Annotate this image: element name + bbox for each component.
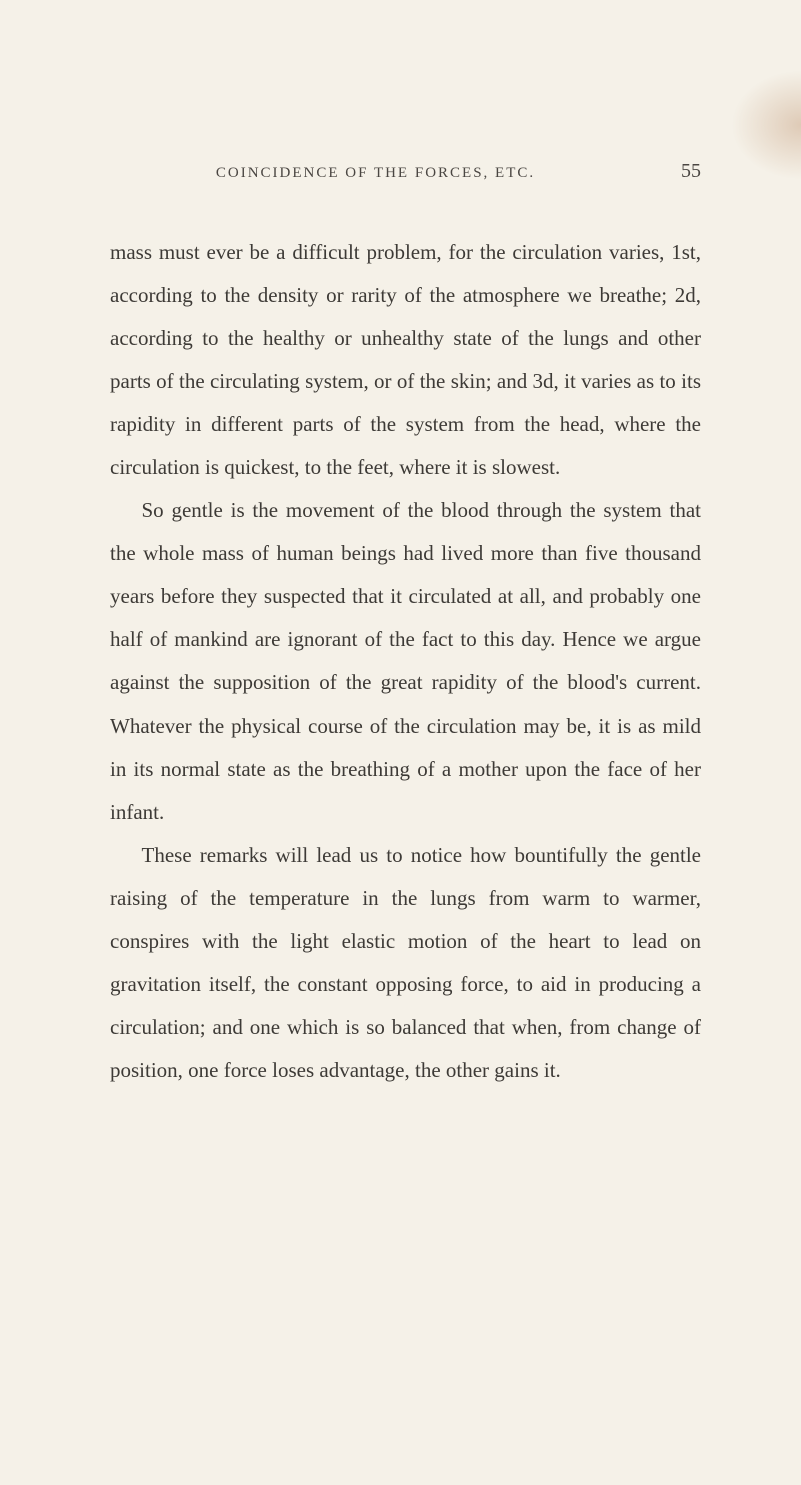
running-head: COINCIDENCE OF THE FORCES, ETC. [110, 165, 641, 182]
document-page: COINCIDENCE OF THE FORCES, ETC. 55 mass … [0, 0, 801, 1485]
page-number: 55 [681, 160, 701, 183]
page-header: COINCIDENCE OF THE FORCES, ETC. 55 [110, 160, 701, 183]
paragraph-1: mass must ever be a difficult problem, f… [110, 231, 701, 489]
paragraph-3: These remarks will lead us to notice how… [110, 834, 701, 1092]
body-text: mass must ever be a difficult problem, f… [110, 231, 701, 1092]
paragraph-2: So gentle is the movement of the blood t… [110, 489, 701, 833]
